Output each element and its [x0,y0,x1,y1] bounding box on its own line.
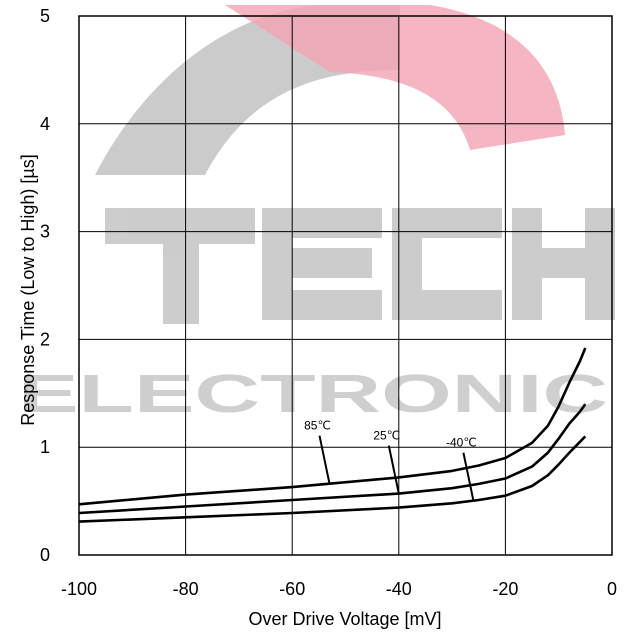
watermark-tech-letters [105,208,615,324]
series-annotations: 85℃ 25℃ -40℃ [304,419,477,501]
y-tick-labels: 0 1 2 3 4 5 [40,6,50,565]
y-tick-label: 3 [40,222,50,242]
watermark-logo: ELECTRONIC [18,5,615,424]
x-tick-label: -100 [61,579,97,599]
y-tick-label: 1 [40,437,50,457]
series-line-0 [78,347,587,506]
y-axis-label: Response Time (Low to High) [µs] [18,154,38,425]
annotation-leader-1 [387,445,400,494]
x-tick-label: -40 [386,579,412,599]
watermark-electronic-text: ELECTRONIC [18,364,608,424]
annotation-leader-2 [462,452,475,501]
x-tick-label: -80 [173,579,199,599]
series-label-0: 85℃ [304,419,331,433]
y-tick-label: 2 [40,329,50,349]
x-tick-label: 0 [607,579,617,599]
annotation-leader-0 [318,435,331,484]
series-label-2: -40℃ [446,436,477,450]
series-line-2 [78,435,587,523]
x-tick-labels: -100 -80 -60 -40 -20 0 [61,579,617,599]
x-tick-label: -20 [492,579,518,599]
series-lines [78,347,587,523]
y-tick-label: 5 [40,6,50,26]
series-line-1 [78,403,587,515]
grid [79,16,612,555]
series-label-1: 25℃ [373,429,400,443]
watermark-pink-arc [225,5,565,150]
x-axis-label: Over Drive Voltage [mV] [248,609,441,629]
y-tick-label: 4 [40,114,50,134]
y-tick-label: 0 [40,545,50,565]
x-tick-label: -60 [279,579,305,599]
plot-frame [78,15,613,556]
